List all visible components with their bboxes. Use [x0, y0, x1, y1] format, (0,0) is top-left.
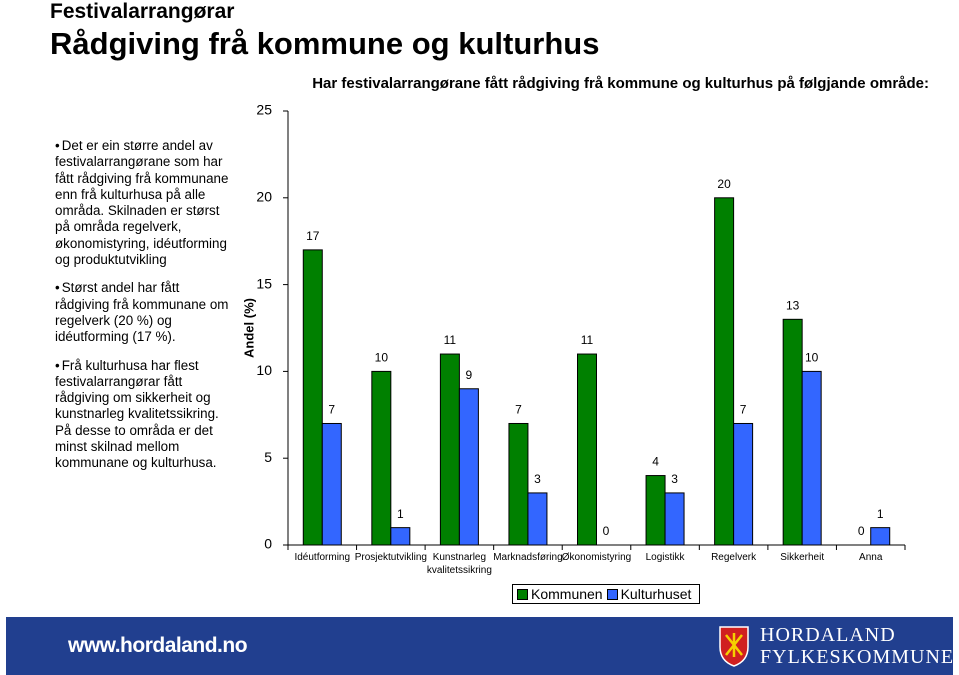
chart-title: Har festivalarrangørane fått rådgiving f…: [312, 75, 929, 92]
slide-title: Festivalarrangørar: [50, 0, 235, 23]
data-label: 10: [375, 351, 389, 365]
bar: [714, 197, 735, 546]
x-tick-label: Anna: [859, 552, 883, 563]
org-name: HORDALAND: [760, 624, 896, 646]
bar: [439, 353, 460, 546]
data-label: 11: [581, 333, 594, 347]
bar: [577, 353, 597, 546]
y-tick-label: 20: [256, 189, 272, 205]
data-label: 3: [534, 472, 541, 486]
bar: [664, 492, 685, 546]
legend-label: Kulturhuset: [620, 586, 692, 602]
legend-label: Kommunen: [531, 586, 603, 602]
legend-swatch: [517, 588, 528, 600]
logo-shield: [719, 626, 749, 667]
bar: [458, 388, 479, 546]
x-tick-label: Kunstnarleg kvalitetssikring: [426, 552, 492, 576]
y-tick-label: 5: [264, 449, 272, 465]
data-label: 3: [671, 472, 678, 486]
x-tick-label: Regelverk: [711, 552, 757, 563]
bar: [371, 370, 392, 546]
data-label: 7: [740, 403, 747, 417]
data-label: 0: [603, 524, 610, 538]
bar: [321, 422, 342, 546]
legend-item: Kulturhuset: [606, 586, 692, 602]
data-label: 13: [786, 298, 800, 312]
y-tick-label: 0: [264, 536, 272, 552]
y-tick-label: 15: [256, 275, 272, 291]
data-label: 20: [717, 177, 731, 191]
legend: Kommunen Kulturhuset: [512, 584, 701, 604]
data-label: 1: [877, 507, 884, 521]
footer: www.hordaland.no HORDALAND FYLKESKOMMUNE: [6, 617, 953, 675]
y-axis-label: Andel (%): [241, 298, 256, 358]
bar: [302, 249, 323, 546]
data-label: 7: [328, 403, 335, 417]
bar: [733, 422, 754, 546]
data-label: 17: [306, 229, 320, 243]
org-name: FYLKESKOMMUNE: [760, 646, 955, 668]
data-label: 11: [444, 333, 457, 347]
bar: [645, 475, 666, 546]
bar: [508, 422, 529, 546]
x-tick-label: Økonomistyring: [561, 552, 632, 563]
slide-subtitle: Rådgiving frå kommune og kulturhus: [50, 26, 600, 61]
bar: [870, 527, 891, 546]
x-tick-label: Prosjektutvikling: [354, 552, 427, 563]
x-tick-label: Logistikk: [645, 552, 685, 563]
bullet-list: Det er ein større andel av festivalarran…: [50, 138, 235, 484]
data-label: 0: [858, 524, 865, 538]
data-label: 7: [515, 403, 522, 417]
footer-url: www.hordaland.no: [68, 634, 248, 657]
bar: [527, 492, 548, 546]
bullet: Frå kulturhusa har flest festivalarrangø…: [55, 358, 235, 472]
y-tick-label: 10: [256, 362, 272, 378]
data-label: 9: [466, 368, 473, 382]
legend-swatch: [606, 588, 618, 600]
data-label: 4: [652, 455, 659, 469]
data-label: 10: [805, 351, 819, 365]
data-label: 1: [397, 507, 404, 521]
bar: [801, 370, 822, 546]
y-tick-label: 25: [256, 102, 272, 118]
bar: [390, 527, 411, 546]
bar: [782, 318, 803, 546]
x-tick-label: Marknadsføring: [493, 552, 563, 563]
x-tick-label: Idéutforming: [294, 552, 351, 563]
bullet: Størst andel har fått rådgiving frå komm…: [55, 280, 235, 345]
bullet: Det er ein større andel av festivalarran…: [55, 138, 235, 268]
x-tick-label: Sikkerheit: [780, 552, 825, 563]
legend-item: Kommunen: [517, 586, 603, 602]
